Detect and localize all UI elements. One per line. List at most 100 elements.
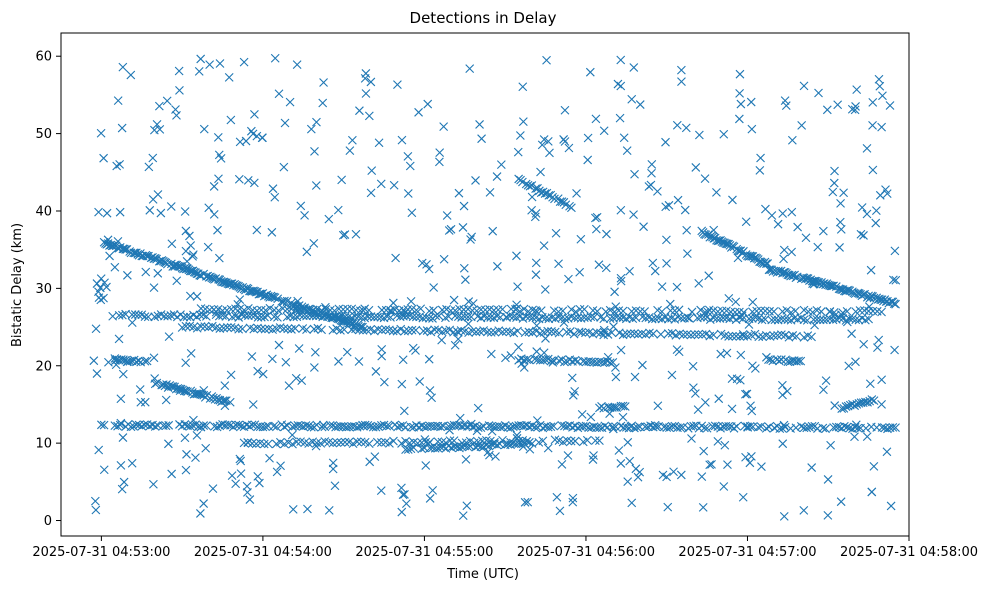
data-point-clutter: [585, 67, 595, 77]
data-point-clutter: [414, 107, 423, 117]
data-point-band-12: [126, 422, 136, 432]
data-point-clutter: [828, 187, 838, 197]
data-point-band-24: [562, 327, 571, 337]
data-point-clutter: [648, 258, 658, 268]
data-point-band-12: [883, 424, 892, 434]
data-point-clutter: [747, 124, 757, 134]
data-point-clutter: [471, 176, 480, 185]
data-point-clutter: [310, 147, 319, 156]
data-point-clutter: [150, 374, 160, 383]
data-point-band-26: [618, 313, 628, 322]
data-point-descending-track-c: [783, 270, 793, 280]
data-point-clutter: [248, 400, 258, 409]
data-point-band-26: [453, 312, 463, 322]
data-point-band-12: [595, 423, 604, 432]
data-point-clutter: [750, 364, 760, 373]
data-point-clutter: [531, 270, 541, 280]
data-point-clutter: [799, 81, 809, 91]
data-point-clutter: [869, 461, 879, 471]
data-point-clutter: [851, 102, 860, 111]
data-point-clutter: [618, 412, 628, 422]
data-point-clutter: [496, 160, 506, 170]
data-point-clutter: [742, 389, 752, 399]
data-point-clutter: [690, 389, 700, 398]
data-point-clutter: [527, 192, 537, 202]
data-point-band-24: [222, 323, 232, 332]
data-point-clutter: [338, 230, 348, 240]
data-point-band-24: [358, 325, 368, 335]
data-point-band-10: [352, 437, 362, 447]
data-point-clutter: [541, 334, 550, 343]
data-point-descending-track-b: [704, 230, 713, 239]
data-point-band-27: [618, 306, 628, 316]
data-point-clutter: [311, 181, 321, 190]
data-point-clutter: [113, 96, 123, 106]
data-point-clutter: [513, 147, 523, 157]
data-point-clutter: [778, 390, 787, 400]
data-point-clutter: [672, 282, 682, 292]
data-point-band-27: [299, 305, 309, 314]
data-point-clutter: [662, 235, 671, 245]
data-point-clutter: [539, 348, 549, 358]
data-point-clutter: [700, 397, 710, 407]
data-point-clutter: [364, 111, 374, 121]
data-point-clutter: [722, 348, 732, 358]
data-point-band-15: [607, 403, 617, 412]
data-point-band-27: [717, 306, 727, 316]
data-point-band-24: [543, 326, 553, 336]
data-point-band-24: [226, 322, 236, 332]
data-point-band-12: [557, 420, 567, 430]
data-point-clutter: [235, 295, 245, 304]
data-point-clutter: [288, 505, 298, 514]
data-point-clutter: [461, 275, 470, 285]
data-point-clutter: [714, 394, 724, 404]
data-point-clutter: [877, 122, 887, 132]
data-point-band-27: [855, 306, 865, 315]
data-point-clutter: [235, 454, 245, 464]
data-point-band-27: [480, 305, 490, 315]
data-point-band-9: [449, 442, 459, 451]
data-point-band-10: [376, 438, 386, 447]
data-point-clutter: [531, 208, 541, 218]
data-point-clutter: [822, 105, 832, 115]
data-point-clutter: [397, 507, 407, 517]
data-point-clutter: [427, 393, 437, 403]
data-point-clutter: [214, 253, 224, 263]
data-point-clutter: [875, 81, 885, 91]
data-point-clutter: [627, 94, 637, 104]
data-point-band-10: [356, 437, 366, 447]
data-point-descending-track-a: [226, 279, 235, 289]
data-point-clutter: [737, 311, 747, 321]
data-point-clutter: [423, 439, 433, 449]
data-point-clutter: [309, 363, 319, 372]
data-point-band-24: [630, 329, 639, 338]
data-point-band-24: [467, 326, 477, 336]
data-point-clutter: [199, 386, 209, 395]
data-point-clutter: [226, 370, 236, 380]
data-point-clutter: [627, 498, 637, 508]
data-point-descending-track-a: [270, 293, 280, 303]
data-point-band-27: [756, 306, 766, 316]
data-point-band-27: [640, 307, 650, 316]
data-point-clutter: [167, 469, 177, 479]
data-point-band-24: [196, 322, 206, 331]
data-point-band-12: [201, 421, 211, 431]
data-point-clutter: [405, 161, 415, 171]
data-point-band-10: [328, 438, 338, 448]
data-point-clutter: [454, 188, 464, 198]
data-point-band-12: [608, 422, 618, 432]
data-point-band-27: [782, 306, 792, 315]
data-point-clutter: [420, 435, 430, 444]
data-point-band-12: [662, 423, 672, 432]
data-point-clutter: [653, 187, 662, 196]
data-point-clutter: [196, 54, 206, 64]
data-point-clutter: [300, 210, 309, 220]
x-tick-label: 2025-07-31 04:58:00: [840, 545, 978, 560]
data-point-clutter: [734, 114, 744, 124]
data-point-band-12: [495, 422, 505, 432]
data-point-clutter: [616, 55, 626, 65]
data-point-clutter: [376, 486, 386, 496]
y-tick-label: 50: [35, 127, 52, 142]
data-point-clutter: [852, 85, 862, 95]
data-point-clutter: [118, 62, 128, 72]
